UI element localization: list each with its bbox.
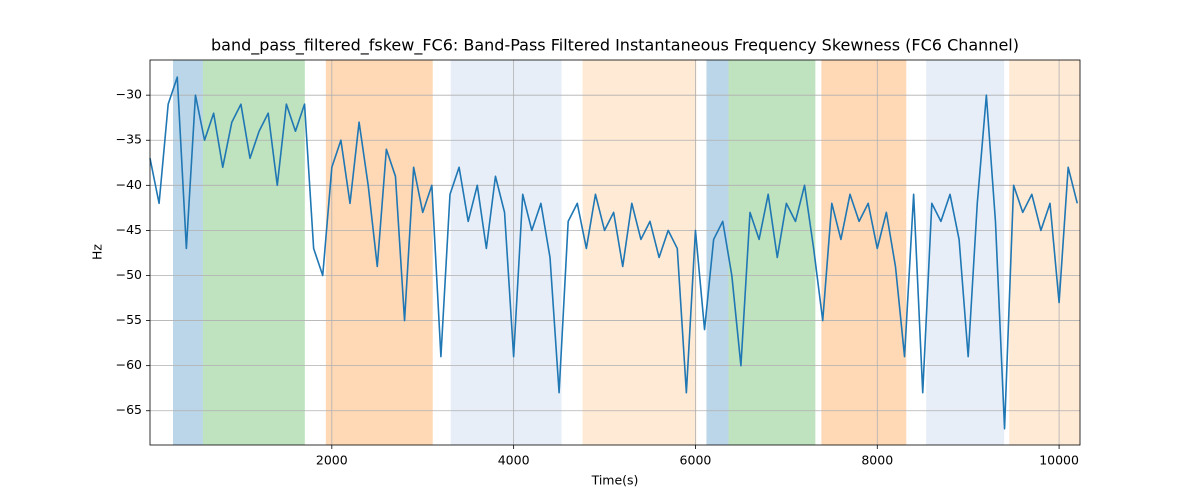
span: [1009, 60, 1081, 445]
y-tick-label: −40: [116, 177, 142, 192]
spans: [173, 60, 1081, 445]
span: [821, 60, 907, 445]
y-tick-label: −45: [116, 222, 142, 237]
x-tick-label: 10000: [1039, 453, 1079, 468]
y-tick-label: −35: [116, 132, 142, 147]
span: [706, 60, 729, 445]
y-tick-label: −30: [116, 87, 142, 102]
y-tick-label: −65: [116, 402, 142, 417]
span: [325, 60, 433, 445]
span: [202, 60, 305, 445]
x-tick-label: 8000: [861, 453, 893, 468]
y-tick-label: −55: [116, 312, 142, 327]
plot: [149, 76, 1079, 430]
line: [149, 76, 1079, 430]
chart-title: band_pass_filtered_fskew_FC6: Band-Pass …: [211, 36, 1019, 56]
x-tick-label: 6000: [680, 453, 712, 468]
x-tick-label: 2000: [316, 453, 348, 468]
span: [728, 60, 816, 445]
axes-frame: [149, 59, 1081, 446]
span: [450, 60, 562, 445]
x-tick-label: 4000: [498, 453, 530, 468]
span: [582, 60, 697, 445]
y-axis-label: Hz: [90, 244, 105, 260]
y-tick-label: −50: [116, 267, 142, 282]
span: [926, 60, 1005, 445]
span: [173, 60, 203, 445]
x-axis-label: Time(s): [591, 473, 639, 488]
grid: [150, 60, 1080, 445]
y-tick-label: −60: [116, 357, 142, 372]
